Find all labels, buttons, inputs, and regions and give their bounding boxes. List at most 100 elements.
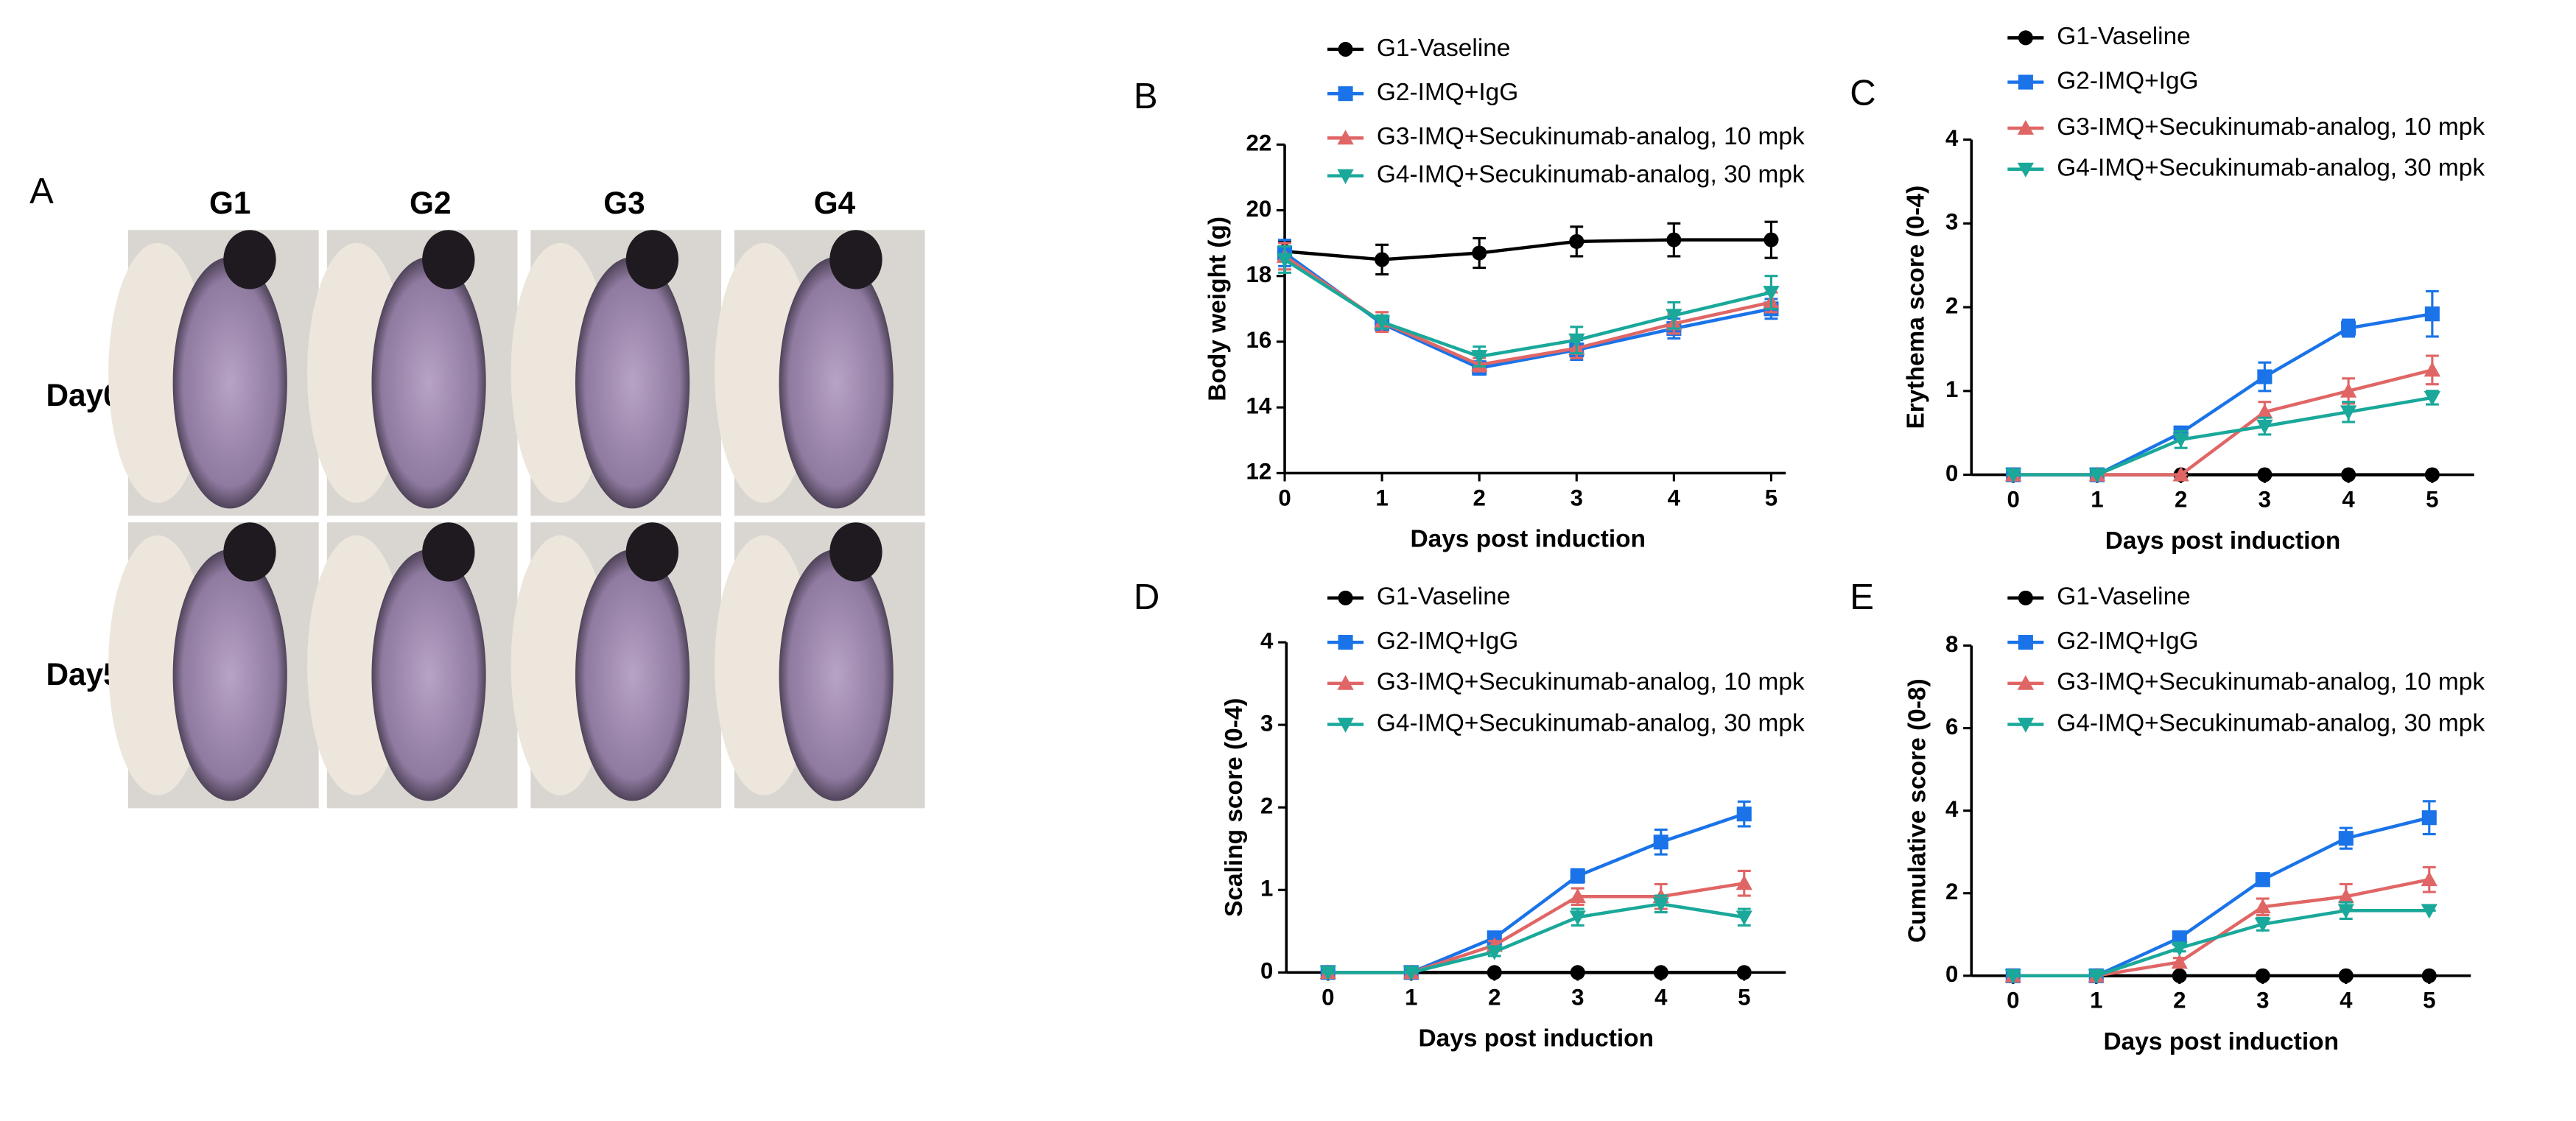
marker [1569,233,1584,249]
photo-mouse [371,256,486,509]
marker [2172,968,2187,983]
marker [1373,315,1391,331]
photo-head [829,230,882,289]
x-axis-title: Days post induction [1418,1025,1654,1053]
group-label: G1 [209,186,251,220]
legend-label: G1-Vaseline [1377,35,1511,62]
photo-head [625,522,679,582]
group-label: G4 [814,186,856,220]
y-tick-label: 8 [1945,631,1958,657]
marker [2255,872,2270,888]
y-tick-label: 4 [1260,628,1274,653]
y-axis-title: Scaling score (0-4) [1221,698,1248,917]
legend-label: G2-IMQ+IgG [1377,628,1518,655]
series-line [1283,258,1772,359]
photo-mouse [172,256,287,509]
x-tick-label: 1 [2090,988,2102,1013]
x-axis-title: Days post induction [1410,526,1646,553]
marker [2088,969,2105,984]
marker [2172,432,2189,448]
photo-head [422,230,475,289]
x-tick-label: 4 [2342,487,2355,513]
legend-label: G3-IMQ+Secukinumab-analog, 10 mpk [2057,669,2485,696]
marker [1375,252,1390,267]
marker [2257,467,2273,482]
legend-marker [1337,169,1354,184]
marker [2421,968,2437,983]
y-tick-label: 22 [1246,130,1271,156]
x-tick-label: 3 [2259,487,2271,513]
y-tick-label: 14 [1246,393,1271,418]
legend-marker [2018,590,2033,605]
x-tick-label: 2 [2173,988,2186,1013]
marker [2255,968,2270,983]
marker [1763,232,1779,247]
marker [1653,834,1668,850]
y-tick-label: 1 [1945,376,1958,402]
y-axis-title: Body weight (g) [1204,217,1232,401]
legend-label: G3-IMQ+Secukinumab-analog, 10 mpk [1377,123,1805,150]
y-tick-label: 2 [1945,879,1958,904]
x-tick-label: 2 [1488,984,1501,1010]
x-tick-label: 4 [2340,988,2353,1013]
y-tick-label: 3 [1945,209,1958,235]
legend-label: G2-IMQ+IgG [2057,67,2198,94]
x-tick-label: 3 [1571,984,1584,1010]
group-label: G2 [410,186,452,220]
group-label: G3 [603,186,645,220]
legend-marker [1337,675,1354,690]
y-tick-label: 0 [1945,460,1958,486]
marker [1736,807,1752,822]
marker [1486,945,1503,960]
series-line [2013,396,2433,477]
photo-head [223,230,276,289]
marker [2424,362,2441,377]
legend-marker [2018,74,2033,90]
series-line [2013,368,2433,477]
marker [2421,904,2438,919]
panel-label: D [1134,577,1159,617]
marker [1736,910,1752,926]
marker [2424,467,2440,482]
marker [1487,965,1502,980]
panel-label: B [1134,77,1158,116]
legend-label: G4-IMQ+Secukinumab-analog, 30 mpk [2057,709,2485,737]
y-axis-title: Cumulative score (0-8) [1904,678,1931,943]
photo-mouse [575,549,690,801]
chart: E 0 2 4 6 8 0 1 2 3 4 5 Days post induction Cumulativ… [1850,577,2485,1055]
y-tick-label: 1 [1260,876,1273,902]
marker [2088,468,2106,483]
marker [1570,868,1585,884]
marker [2004,468,2022,483]
marker [2254,899,2271,914]
marker [2172,466,2189,482]
marker [1276,253,1294,268]
legend-label: G3-IMQ+Secukinumab-analog, 10 mpk [1377,669,1805,696]
legend-marker [1338,635,1353,650]
marker [2340,382,2357,398]
y-tick-label: 4 [1945,796,1959,822]
photo-head [829,522,882,582]
x-tick-label: 1 [1405,984,1417,1010]
legend-marker [1338,41,1353,57]
series-line [2012,909,2429,978]
marker [2257,369,2273,384]
chart: D 0 1 2 3 4 0 1 2 3 4 5 Days post induction Scaling s… [1134,577,1805,1053]
marker [2337,888,2354,904]
panel-label: A [29,172,54,211]
series-line [2012,816,2430,978]
marker [2256,404,2273,419]
y-tick-label: 2 [1945,292,1958,318]
photo-mouse [172,549,287,801]
marker [1472,245,1487,261]
legend-label: G4-IMQ+Secukinumab-analog, 30 mpk [2057,155,2485,182]
x-tick-label: 0 [1322,984,1334,1010]
y-tick-label: 0 [1945,961,1958,987]
x-tick-label: 1 [1375,485,1388,510]
marker [2340,405,2357,421]
legend-marker [1337,717,1354,733]
y-tick-label: 4 [1945,125,1959,151]
legend-label: G1-Vaseline [2057,583,2191,611]
photo-head [625,230,679,289]
photo-head [422,522,475,582]
